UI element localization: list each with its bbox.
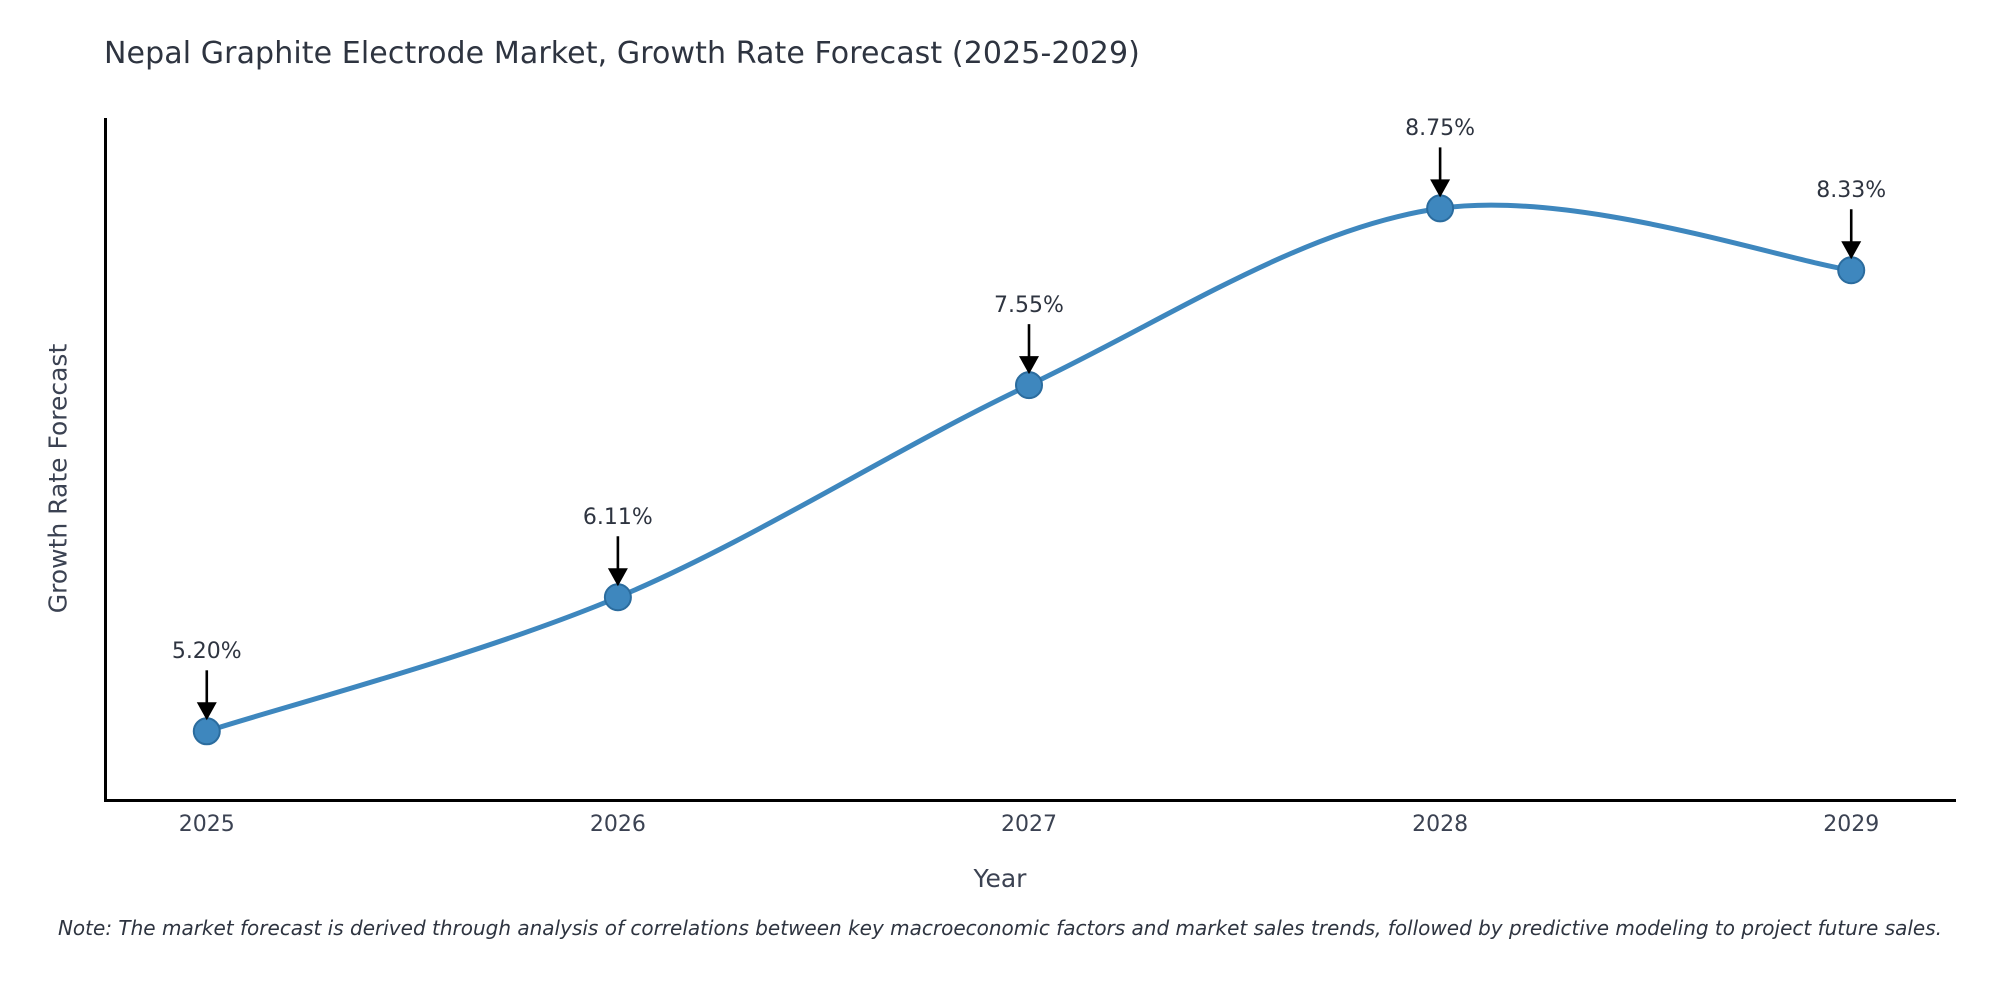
y-axis-title: Growth Rate Forecast [43, 343, 73, 614]
growth-rate-line-series [204, 202, 1854, 734]
data-point-marker-2025 [192, 717, 221, 746]
chart-title: Nepal Graphite Electrode Market, Growth … [104, 36, 1140, 71]
series-canvas [192, 147, 1866, 746]
plot-area [104, 120, 1954, 802]
annotation-arrow-head-2028 [1430, 179, 1451, 198]
annotation-arrow-head-2025 [196, 702, 217, 721]
data-point-marker-2027 [1015, 371, 1043, 400]
annotation-arrow-head-2029 [1841, 241, 1862, 260]
x-tick-label-2026: 2026 [589, 812, 646, 837]
data-point-markers [192, 194, 1866, 746]
x-tick-label-2027: 2027 [1001, 812, 1057, 837]
x-tick-label-2028: 2028 [1412, 812, 1469, 837]
footnote-note: Note: The market forecast is derived thr… [57, 916, 1943, 940]
x-axis-title: Year [973, 864, 1027, 893]
annotation-arrows [196, 147, 1862, 721]
growth-rate-line [204, 202, 1854, 734]
annotation-arrow-head-2026 [607, 568, 628, 587]
data-point-marker-2028 [1426, 194, 1455, 223]
x-axis-spine [104, 799, 1956, 802]
annotation-arrow-head-2027 [1019, 356, 1039, 375]
x-tick-label-2029: 2029 [1823, 812, 1880, 837]
point-label-2029: 8.33% [1816, 178, 1887, 204]
point-label-2026: 6.11% [582, 505, 653, 531]
y-axis-spine [104, 118, 107, 802]
data-point-marker-2029 [1837, 256, 1866, 285]
point-label-2027: 7.55% [994, 293, 1064, 319]
point-label-2025: 5.20% [171, 639, 242, 665]
data-point-marker-2026 [603, 583, 632, 612]
point-label-2028: 8.75% [1405, 116, 1476, 142]
x-tick-label-2025: 2025 [178, 812, 235, 837]
